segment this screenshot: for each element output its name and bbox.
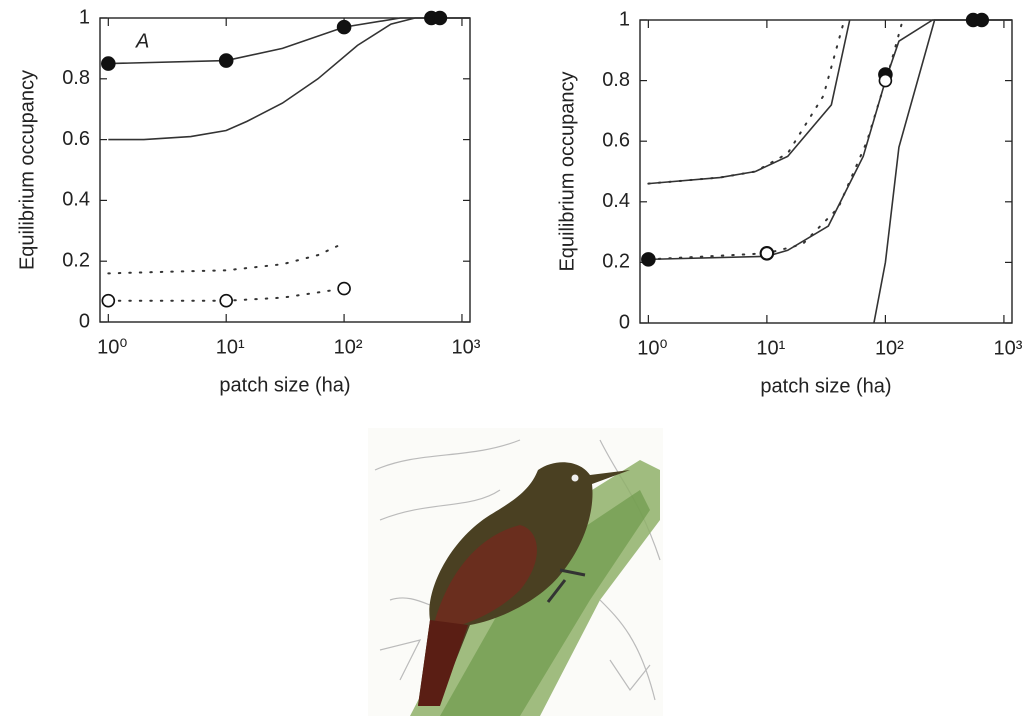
filled-marker xyxy=(218,53,234,68)
y-tick-label: 0.8 xyxy=(602,69,630,91)
trunk-shade xyxy=(440,490,650,716)
y-tick-label: 0.2 xyxy=(602,251,630,273)
x-axis-label: patch size (ha) xyxy=(760,375,891,397)
bird-tail xyxy=(418,620,468,706)
filled-marker xyxy=(336,19,352,35)
plot-frame xyxy=(99,17,471,323)
y-tick-label: 0.4 xyxy=(602,190,630,212)
filled-marker xyxy=(641,252,656,267)
x-tick-label: 10⁰ xyxy=(97,336,127,358)
solid-line xyxy=(108,17,470,141)
open-marker xyxy=(878,73,893,88)
open-marker xyxy=(760,246,774,261)
solid-line xyxy=(108,17,470,65)
solid-line xyxy=(648,19,1012,261)
y-tick-label: 0.2 xyxy=(62,249,90,271)
filled-marker xyxy=(101,56,116,71)
bird-eye xyxy=(571,474,579,482)
plot-area xyxy=(641,12,1012,324)
open-marker xyxy=(219,293,234,308)
y-tick-label: 1 xyxy=(619,8,630,30)
plot-area xyxy=(101,10,470,308)
bird-feet xyxy=(546,568,586,603)
y-tick-label: 0.6 xyxy=(62,128,90,150)
dotted-line xyxy=(647,19,846,185)
annotation: A xyxy=(135,30,149,52)
filled-marker xyxy=(432,10,448,26)
x-tick-label: 10² xyxy=(334,336,363,358)
y-axis-label: Equilibrium occupancy xyxy=(16,70,38,270)
chart: 0 0.2 0.4 0.6 0.8 1 10⁰ 10¹ 10² 10³ patch size (ha… xyxy=(556,8,1022,397)
x-axis-label: patch size (ha) xyxy=(219,374,350,396)
dotted-line xyxy=(647,19,904,261)
dotted-line xyxy=(107,241,346,275)
solid-line xyxy=(648,19,851,185)
y-tick-label: 1 xyxy=(79,6,90,28)
dotted-line xyxy=(107,287,346,302)
x-tick-label: 10³ xyxy=(452,336,481,358)
plot-frame xyxy=(639,19,1013,324)
y-tick-label: 0 xyxy=(619,311,630,333)
x-tick-label: 10² xyxy=(875,337,904,359)
x-tick-label: 10¹ xyxy=(756,337,785,359)
x-tick-label: 10⁰ xyxy=(637,337,667,359)
x-tick-label: 10³ xyxy=(993,337,1022,359)
filled-marker xyxy=(974,12,990,28)
open-marker xyxy=(101,293,116,308)
y-axis-label: Equilibrium occupancy xyxy=(556,71,578,271)
solid-line xyxy=(873,19,1012,324)
y-tick-label: 0.6 xyxy=(602,129,630,151)
chart: 0 0.2 0.4 0.6 0.8 1 10⁰ 10¹ 10² 10³ patch size (ha… xyxy=(16,6,480,396)
open-marker xyxy=(337,281,351,296)
y-tick-label: 0 xyxy=(79,310,90,332)
bird-wing xyxy=(435,525,537,630)
bird-illustration xyxy=(368,428,663,716)
y-tick-label: 0.4 xyxy=(62,189,90,211)
x-tick-label: 10¹ xyxy=(216,336,245,358)
y-tick-label: 0.8 xyxy=(62,67,90,89)
